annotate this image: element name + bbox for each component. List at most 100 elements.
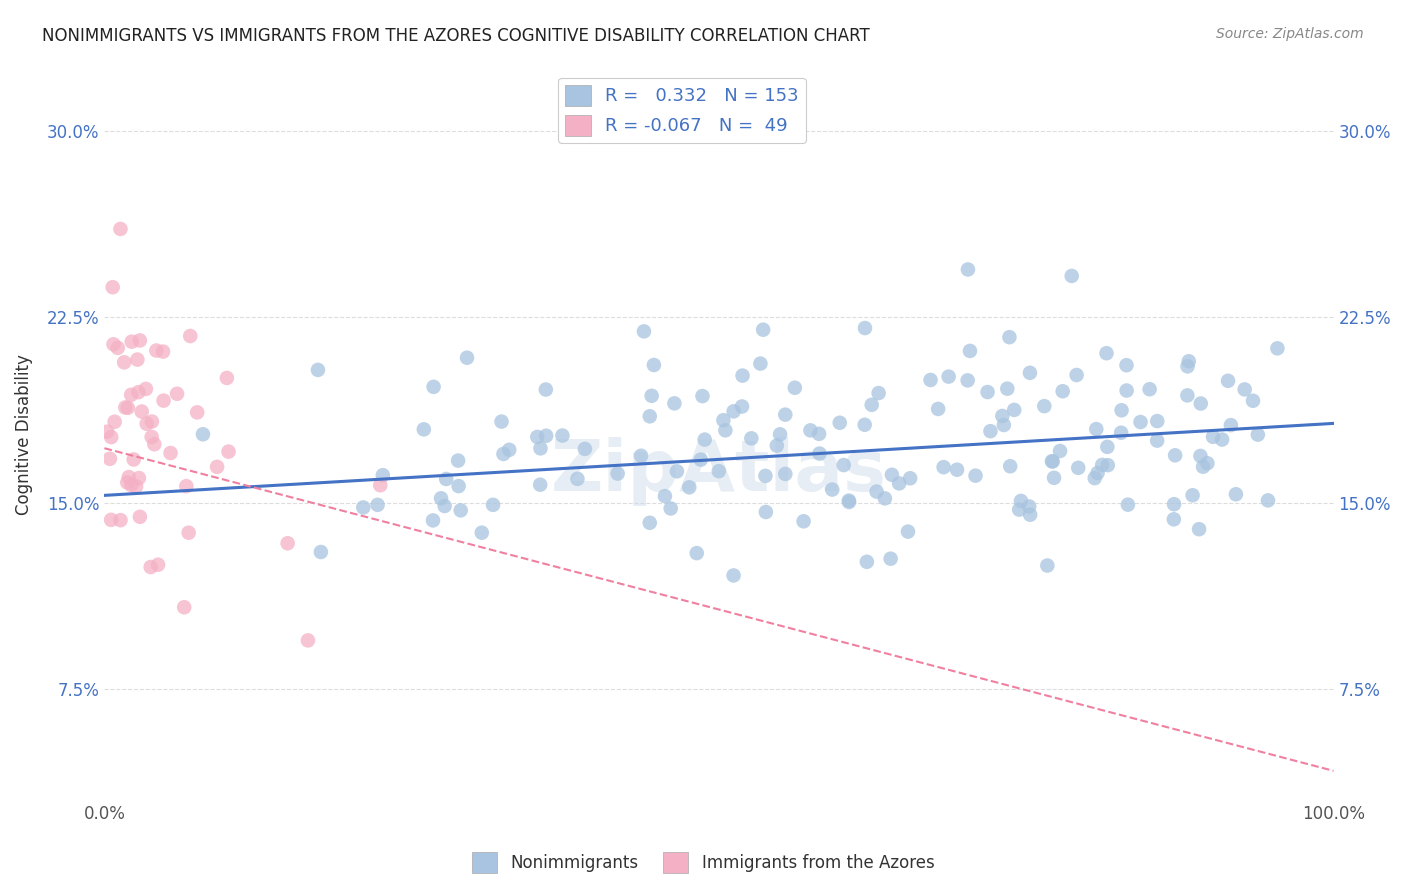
Point [529, 477, 551, 491]
Point [993, 417, 1015, 432]
Point [769, 427, 792, 442]
Point [832, 458, 855, 472]
Point [179, 329, 201, 343]
Point [1052, 384, 1074, 399]
Point [447, 479, 470, 493]
Point [1067, 460, 1090, 475]
Point [821, 483, 844, 497]
Y-axis label: Cognitive Disability: Cognitive Disability [15, 354, 32, 515]
Point [959, 343, 981, 358]
Point [412, 422, 434, 436]
Point [1233, 383, 1256, 397]
Point [932, 460, 955, 475]
Point [122, 452, 145, 467]
Point [828, 416, 851, 430]
Point [665, 464, 688, 478]
Point [1189, 396, 1212, 410]
Point [654, 489, 676, 503]
Point [120, 388, 142, 402]
Text: NONIMMIGRANTS VS IMMIGRANTS FROM THE AZORES COGNITIVE DISABILITY CORRELATION CHA: NONIMMIGRANTS VS IMMIGRANTS FROM THE AZO… [42, 27, 870, 45]
Point [114, 401, 136, 415]
Point [551, 428, 574, 442]
Point [141, 430, 163, 444]
Point [422, 513, 444, 527]
Point [110, 222, 132, 236]
Point [152, 393, 174, 408]
Point [808, 426, 831, 441]
Point [1111, 403, 1133, 417]
Point [177, 525, 200, 540]
Point [693, 433, 716, 447]
Point [838, 493, 860, 508]
Point [1189, 449, 1212, 463]
Point [1109, 425, 1132, 440]
Point [956, 373, 979, 387]
Point [689, 452, 711, 467]
Point [368, 478, 391, 492]
Point [1019, 366, 1042, 380]
Point [889, 476, 911, 491]
Point [1257, 493, 1279, 508]
Point [1267, 342, 1289, 356]
Point [117, 401, 139, 415]
Point [120, 478, 142, 492]
Point [1225, 487, 1247, 501]
Point [633, 325, 655, 339]
Point [191, 427, 214, 442]
Point [131, 404, 153, 418]
Point [659, 501, 682, 516]
Point [1146, 434, 1168, 448]
Point [1018, 500, 1040, 514]
Point [1091, 458, 1114, 472]
Point [118, 470, 141, 484]
Point [146, 558, 169, 572]
Point [186, 405, 208, 419]
Text: ZipAtlas: ZipAtlas [551, 437, 887, 506]
Point [166, 386, 188, 401]
Point [755, 505, 778, 519]
Point [491, 415, 513, 429]
Point [1043, 471, 1066, 485]
Point [678, 480, 700, 494]
Point [139, 560, 162, 574]
Point [956, 262, 979, 277]
Point [1085, 422, 1108, 436]
Legend: R =   0.332   N = 153, R = -0.067   N =  49: R = 0.332 N = 153, R = -0.067 N = 49 [558, 78, 806, 143]
Point [433, 499, 456, 513]
Point [104, 415, 127, 429]
Point [1019, 508, 1042, 522]
Point [110, 513, 132, 527]
Point [1177, 359, 1199, 374]
Point [946, 463, 969, 477]
Point [1008, 502, 1031, 516]
Point [1115, 358, 1137, 372]
Point [898, 471, 921, 485]
Point [998, 330, 1021, 344]
Point [979, 424, 1001, 438]
Point [865, 484, 887, 499]
Point [808, 446, 831, 460]
Point [100, 430, 122, 444]
Point [1181, 488, 1204, 502]
Point [1002, 403, 1025, 417]
Point [371, 468, 394, 483]
Point [752, 323, 775, 337]
Point [775, 467, 797, 481]
Point [868, 386, 890, 401]
Point [630, 449, 652, 463]
Point [783, 381, 806, 395]
Point [471, 525, 494, 540]
Point [731, 368, 754, 383]
Point [456, 351, 478, 365]
Point [1097, 458, 1119, 472]
Point [117, 475, 139, 490]
Point [96, 425, 118, 439]
Point [927, 401, 949, 416]
Point [723, 568, 745, 582]
Point [1033, 399, 1056, 413]
Point [995, 382, 1018, 396]
Point [638, 409, 661, 424]
Point [707, 464, 730, 478]
Point [529, 442, 551, 456]
Point [740, 431, 762, 445]
